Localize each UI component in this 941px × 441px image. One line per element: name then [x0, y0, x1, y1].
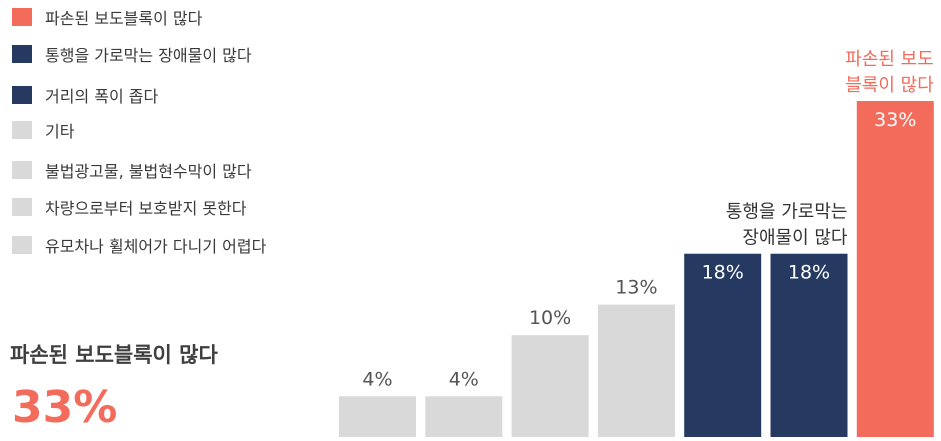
- legend-label: 차량으로부터 보호받지 못한다: [45, 199, 247, 218]
- legend-swatch: [12, 45, 32, 63]
- bar-value-label: 4%: [362, 368, 392, 390]
- legend-label: 거리의 폭이 좁다: [45, 87, 159, 106]
- bar-annotation: 파손된 보도: [845, 49, 934, 70]
- legend-item: 불법광고물, 불법현수막이 많다: [12, 158, 252, 182]
- bar: [856, 101, 934, 437]
- legend-swatch: [12, 236, 32, 254]
- bar: [597, 304, 675, 437]
- bar-value-label: 33%: [874, 109, 916, 131]
- bar: [770, 253, 848, 437]
- highlight-value: 33%: [12, 382, 118, 433]
- legend-label: 통행을 가로막는 장애물이 많다: [45, 46, 252, 65]
- bar-annotation: 통행을 가로막는: [726, 202, 848, 223]
- legend-item: 기타: [12, 118, 74, 142]
- bar-annotation: 블록이 많다: [845, 75, 934, 96]
- bar: [511, 335, 589, 437]
- bar-value-label: 18%: [702, 262, 744, 284]
- bar-value-label: 18%: [788, 262, 830, 284]
- bar-value-label: 13%: [615, 277, 657, 299]
- legend-label: 기타: [45, 122, 75, 141]
- legend-item: 차량으로부터 보호받지 못한다: [12, 195, 247, 219]
- bar-value-label: 10%: [529, 307, 571, 329]
- legend-swatch: [12, 8, 32, 26]
- legend-swatch: [12, 121, 32, 139]
- legend-item: 유모차나 휠체어가 다니기 어렵다: [12, 233, 266, 257]
- legend-label: 유모차나 휠체어가 다니기 어렵다: [45, 237, 267, 256]
- legend-label: 파손된 보도블록이 많다: [45, 9, 203, 28]
- legend-swatch: [12, 161, 32, 179]
- legend-item: 파손된 보도블록이 많다: [12, 5, 202, 29]
- legend-swatch: [12, 86, 32, 104]
- bar: [425, 396, 503, 437]
- legend-item: 통행을 가로막는 장애물이 많다: [12, 42, 252, 66]
- bar-annotation: 장애물이 많다: [742, 228, 848, 249]
- legend-label: 불법광고물, 불법현수막이 많다: [45, 162, 252, 181]
- legend-item: 거리의 폭이 좁다: [12, 83, 158, 107]
- bar: [339, 396, 416, 437]
- legend-swatch: [12, 198, 32, 216]
- bar-value-label: 4%: [449, 368, 479, 390]
- highlight-title: 파손된 보도블록이 많다: [10, 343, 218, 367]
- bar: [684, 253, 762, 437]
